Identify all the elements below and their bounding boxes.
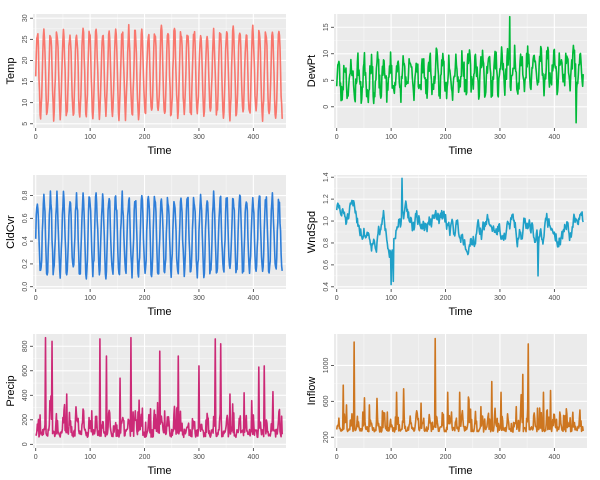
x-tick-label: 400: [549, 134, 561, 141]
panel-precip: 0 100 200 300 400 0 200 400 600 800 Time Precip: [5, 334, 286, 477]
y-tick-label: 0.4: [22, 236, 29, 246]
y-tick-label: 800: [22, 340, 29, 352]
y-tick-label: 1000: [323, 358, 330, 374]
x-tick-label: 400: [248, 454, 260, 461]
y-tick-label: 30: [22, 14, 29, 22]
series-line-wndspd: [335, 177, 584, 286]
x-tick-label: 300: [193, 295, 205, 302]
y-axis-label: Inflow: [306, 377, 318, 406]
x-tick-label: 0: [335, 295, 339, 302]
x-tick-label: 100: [385, 295, 397, 302]
y-axis-label: WndSpd: [306, 211, 318, 253]
y-axis-label: CldCvr: [5, 215, 17, 249]
x-tick-label: 200: [440, 295, 452, 302]
y-tick-label: 400: [22, 389, 29, 401]
x-tick-label: 200: [139, 295, 151, 302]
y-tick-label: 0: [22, 442, 29, 446]
x-tick-label: 0: [335, 134, 339, 141]
y-axis-label: Precip: [5, 375, 17, 406]
series-line-cldcvr: [34, 190, 283, 280]
y-tick-label: 0: [323, 105, 330, 109]
y-tick-label: 1.2: [323, 194, 330, 204]
y-tick-label: 1.0: [323, 216, 330, 226]
series-line-precip: [35, 336, 283, 439]
y-tick-label: 0.6: [323, 260, 330, 270]
x-tick-label: 300: [494, 454, 506, 461]
y-axis-label: DewPt: [306, 55, 318, 87]
y-tick-label: 1.4: [323, 172, 330, 182]
x-tick-label: 200: [440, 134, 452, 141]
y-tick-label: 15: [22, 78, 29, 86]
y-tick-label: 0.8: [323, 238, 330, 248]
x-axis-label: Time: [448, 465, 472, 477]
x-tick-label: 300: [193, 454, 205, 461]
y-tick-label: 200: [22, 414, 29, 426]
y-tick-label: 5: [323, 78, 330, 82]
x-tick-label: 100: [84, 134, 96, 141]
x-tick-label: 0: [34, 134, 38, 141]
y-tick-label: 5: [22, 122, 29, 126]
panel-wndspd: 0 100 200 300 400 0.4 0.6 0.8 1.0 1.2 1.4 Time WndSp…: [306, 172, 587, 318]
x-tick-label: 400: [549, 454, 561, 461]
x-tick-label: 200: [440, 454, 452, 461]
x-axis-label: Time: [147, 465, 171, 477]
y-tick-label: 200: [323, 431, 330, 443]
series-line-inflow: [335, 337, 584, 433]
x-tick-label: 0: [34, 295, 38, 302]
x-tick-label: 300: [494, 295, 506, 302]
x-axis-label: Time: [448, 145, 472, 157]
x-tick-label: 300: [494, 134, 506, 141]
panel-dewpt: 0 100 200 300 400 0 5 10 15 Time DewPt: [306, 14, 587, 157]
y-tick-label: 600: [323, 395, 330, 407]
series-line-temp: [34, 23, 283, 123]
panel-cldcvr: 0 100 200 300 400 0.0 0.2 0.4 0.6 0.8 Time CldCvr: [5, 175, 286, 318]
y-tick-label: 0.4: [323, 282, 330, 292]
y-tick-label: 20: [22, 56, 29, 64]
x-tick-label: 400: [248, 295, 260, 302]
y-tick-label: 10: [22, 99, 29, 107]
y-tick-label: 25: [22, 35, 29, 43]
x-tick-label: 100: [84, 454, 96, 461]
y-tick-label: 10: [323, 50, 330, 58]
x-tick-label: 0: [335, 454, 339, 461]
series-line-dewpt: [335, 15, 584, 124]
panel-temp: 0 100 200 300 400 5 10 15 20 25 30 Time Temp: [5, 14, 286, 157]
x-tick-label: 100: [385, 134, 397, 141]
x-tick-label: 400: [248, 134, 260, 141]
x-tick-label: 200: [139, 454, 151, 461]
y-tick-label: 0.6: [22, 213, 29, 223]
x-tick-label: 0: [34, 454, 38, 461]
y-tick-label: 0.8: [22, 191, 29, 201]
y-tick-label: 0.2: [22, 259, 29, 269]
x-tick-label: 100: [385, 454, 397, 461]
y-axis-label: Temp: [5, 58, 17, 85]
x-tick-label: 400: [549, 295, 561, 302]
x-tick-label: 300: [193, 134, 205, 141]
panel-inflow: 0 100 200 300 400 200 600 1000 Time Inflow: [306, 334, 587, 477]
x-axis-label: Time: [147, 306, 171, 318]
y-tick-label: 600: [22, 365, 29, 377]
y-tick-label: 0.0: [22, 282, 29, 292]
x-tick-label: 100: [84, 295, 96, 302]
y-tick-label: 15: [323, 23, 330, 31]
x-axis-label: Time: [147, 145, 171, 157]
x-axis-label: Time: [448, 306, 472, 318]
x-tick-label: 200: [139, 134, 151, 141]
plot-background: [334, 334, 587, 448]
